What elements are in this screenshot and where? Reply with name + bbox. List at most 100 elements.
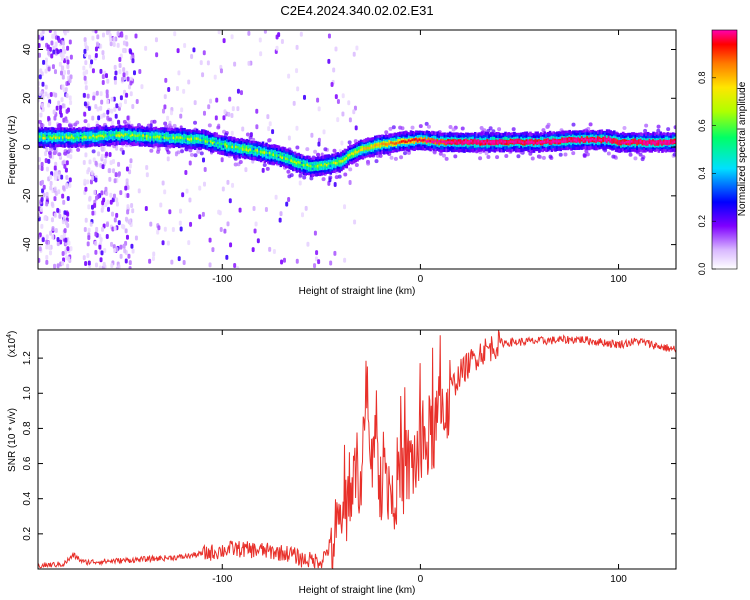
noise-speck [68, 95, 72, 101]
noise-speck [241, 126, 245, 132]
noise-speck [199, 60, 203, 66]
noise-speck [298, 180, 302, 186]
noise-speck [97, 115, 101, 121]
ridge-cell [120, 133, 124, 137]
ridge-cell [539, 141, 543, 144]
ridge-cell [423, 138, 427, 142]
spread-blob [548, 154, 553, 159]
ridge-cell [395, 142, 399, 145]
spread-blob [672, 152, 676, 157]
noise-speck [341, 111, 345, 117]
ridge-cell [176, 136, 179, 139]
ridge-cell [341, 160, 345, 163]
ridge-cell [263, 151, 267, 154]
noise-speck [105, 190, 109, 196]
ridge-cell [101, 134, 104, 138]
spread-blob [486, 128, 491, 133]
noise-speck [61, 65, 65, 71]
noise-speck [137, 188, 141, 194]
ridge-cell [511, 140, 514, 143]
noise-speck [98, 233, 102, 239]
ridge-cell [258, 150, 261, 154]
noise-speck [67, 69, 71, 75]
spread-blob [163, 121, 168, 126]
noise-speck [89, 221, 93, 227]
noise-speck [163, 104, 167, 110]
ridge-cell [375, 143, 379, 147]
ridge-cell [416, 139, 420, 142]
ridge-cell [142, 134, 145, 140]
noise-speck [40, 103, 44, 109]
noise-speck [179, 208, 183, 214]
noise-speck [62, 199, 66, 205]
spread-blob [316, 152, 321, 157]
noise-speck [86, 179, 90, 185]
ridge-cell [447, 141, 450, 144]
noise-speck [105, 89, 109, 95]
noise-speck [187, 79, 191, 85]
ridge-cell [234, 145, 238, 149]
ridge-cell [215, 142, 218, 146]
ridge-cell [629, 140, 632, 146]
noise-speck [295, 44, 299, 50]
ridge-cell [586, 136, 589, 142]
noise-speck [336, 99, 340, 105]
noise-speck [162, 108, 166, 114]
noise-speck [230, 113, 234, 119]
noise-speck [154, 37, 158, 43]
ridge-cell [243, 148, 247, 151]
ridge-cell [281, 156, 284, 160]
spread-blob [207, 123, 212, 128]
noise-speck [53, 196, 57, 202]
noise-speck [46, 93, 50, 99]
noise-speck [188, 197, 192, 203]
noise-speck [40, 161, 44, 167]
snr-scale-prefix: (x10 [7, 337, 18, 357]
noise-speck [119, 244, 123, 250]
spread-blob [166, 150, 171, 155]
ridge-cell [641, 141, 645, 144]
ridge-cell [612, 139, 616, 142]
ridge-cell [604, 138, 607, 142]
noise-speck [322, 129, 326, 135]
ridge-cell [509, 140, 513, 143]
noise-speck [107, 30, 111, 34]
noise-speck [295, 125, 299, 131]
ridge-cell [149, 136, 152, 139]
spread-blob [588, 122, 593, 127]
spread-blob [666, 127, 671, 132]
noise-speck [82, 71, 86, 77]
noise-speck [173, 31, 177, 37]
spread-blob [393, 156, 398, 161]
spread-blob [323, 147, 328, 152]
noise-speck [63, 30, 67, 36]
ridge-cell [179, 136, 183, 139]
ridge-cell [185, 136, 188, 140]
noise-speck [192, 47, 196, 53]
noise-speck [56, 207, 60, 213]
noise-speck [114, 113, 118, 119]
ridge-cell [352, 152, 356, 156]
ridge-cell [671, 141, 675, 145]
noise-speck [126, 193, 130, 199]
ridge-cell [557, 140, 561, 143]
ridge-cell [267, 151, 270, 155]
noise-speck [255, 124, 259, 130]
ridge-cell [357, 150, 361, 153]
ridge-cell [472, 141, 475, 144]
ridge-cell [361, 148, 365, 151]
spread-blob [374, 159, 379, 164]
ridge-cell [300, 163, 304, 167]
noise-speck [102, 261, 106, 267]
noise-speck [49, 250, 53, 256]
noise-speck [272, 249, 276, 255]
ridge-cell [468, 139, 472, 146]
spread-blob [248, 135, 253, 140]
spread-blob [53, 149, 58, 154]
noise-speck [201, 72, 205, 78]
ridge-cell [429, 139, 432, 143]
noise-speck [209, 98, 213, 104]
noise-speck [334, 46, 338, 52]
noise-speck [110, 263, 114, 269]
spread-blob [495, 155, 500, 160]
